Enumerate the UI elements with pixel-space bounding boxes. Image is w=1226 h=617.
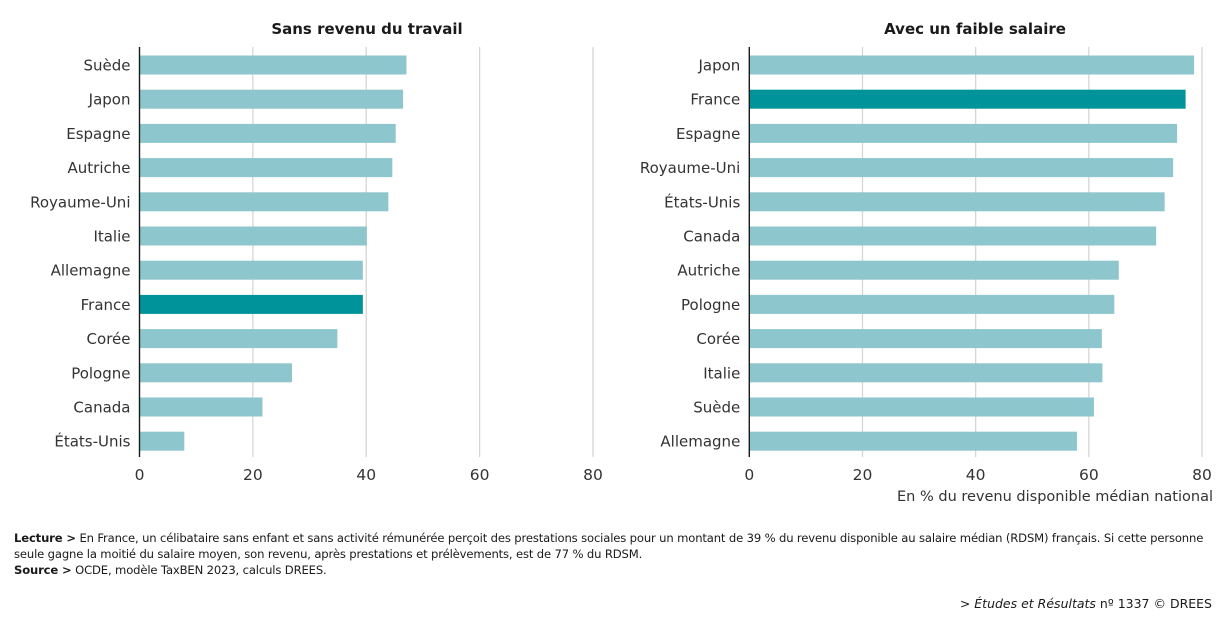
category-label: Suède xyxy=(693,399,740,417)
x-tick-label: 40 xyxy=(966,466,986,484)
x-tick-label: 40 xyxy=(356,466,376,484)
category-label: Royaume-Uni xyxy=(640,159,740,177)
x-tick-label: 60 xyxy=(1079,466,1099,484)
bar xyxy=(749,329,1102,349)
category-label: Pologne xyxy=(681,296,740,314)
category-label: France xyxy=(81,296,131,314)
x-tick-label: 80 xyxy=(583,466,603,484)
bar xyxy=(749,158,1174,178)
bar xyxy=(139,431,185,451)
bar xyxy=(749,431,1077,451)
category-label: Japon xyxy=(697,57,740,75)
category-label: Autriche xyxy=(68,159,131,177)
bar xyxy=(749,226,1157,246)
notes: Lecture > En France, un célibataire sans… xyxy=(14,530,1214,578)
category-label: Espagne xyxy=(676,125,740,143)
category-label: États-Unis xyxy=(664,192,740,211)
lecture-note: Lecture > En France, un célibataire sans… xyxy=(14,530,1214,562)
bar xyxy=(139,363,292,383)
category-label: France xyxy=(690,91,740,109)
bar-highlight xyxy=(139,294,363,314)
bar xyxy=(139,55,407,75)
lecture-label: Lecture > xyxy=(14,531,76,545)
chart-title: Sans revenu du travail xyxy=(271,20,462,38)
source-note: Source > OCDE, modèle TaxBEN 2023, calcu… xyxy=(14,562,1214,578)
bar xyxy=(139,192,389,212)
bar xyxy=(749,397,1094,417)
credit-publication: Études et Résultats xyxy=(974,596,1096,611)
bar xyxy=(139,329,338,349)
category-label: Allemagne xyxy=(51,262,131,280)
category-label: Corée xyxy=(696,330,740,348)
bar xyxy=(749,192,1165,212)
category-label: Canada xyxy=(73,399,130,417)
chart-sans-revenu: Sans revenu du travail 0 20 40 60 80 Suède Japo… xyxy=(30,20,603,484)
lecture-text: En France, un célibataire sans enfant et… xyxy=(14,531,1204,561)
chart-title: Avec un faible salaire xyxy=(884,20,1066,38)
category-label: Canada xyxy=(683,228,740,246)
bar xyxy=(749,55,1195,75)
source-label: Source > xyxy=(14,563,72,577)
bar xyxy=(139,158,393,178)
x-tick-label: 0 xyxy=(135,466,145,484)
x-tick-label: 20 xyxy=(243,466,263,484)
charts-svg: Sans revenu du travail 0 20 40 60 80 Suède Japo… xyxy=(30,20,1213,505)
category-label: Italie xyxy=(703,364,740,382)
category-label: États-Unis xyxy=(54,432,130,451)
bar xyxy=(139,123,396,143)
chart-faible-salaire: Avec un faible salaire 0 20 40 60 80 Japon Fran… xyxy=(640,20,1213,505)
bar xyxy=(139,226,367,246)
category-label: Pologne xyxy=(71,364,130,382)
bar-highlight xyxy=(749,89,1186,109)
bar xyxy=(749,123,1178,143)
category-label: Espagne xyxy=(66,125,130,143)
credit-suffix: nº 1337 © DREES xyxy=(1095,596,1212,611)
credit-prefix: > xyxy=(959,596,975,611)
source-text: OCDE, modèle TaxBEN 2023, calculs DREES. xyxy=(71,563,327,577)
category-label: Royaume-Uni xyxy=(30,193,130,211)
bar xyxy=(139,89,404,109)
bar xyxy=(749,260,1119,280)
bar xyxy=(749,363,1103,383)
bar xyxy=(139,397,263,417)
x-tick-label: 20 xyxy=(853,466,873,484)
category-label: Autriche xyxy=(677,262,740,280)
credit: > Études et Résultats nº 1337 © DREES xyxy=(960,596,1212,611)
category-label: Corée xyxy=(87,330,131,348)
x-axis-title: En % du revenu disponible médian nationa… xyxy=(897,489,1213,505)
x-tick-label: 80 xyxy=(1192,466,1212,484)
category-label: Allemagne xyxy=(660,433,740,451)
bar xyxy=(749,294,1115,314)
category-label: Japon xyxy=(88,91,131,109)
x-tick-label: 60 xyxy=(470,466,490,484)
category-label: Suède xyxy=(83,57,130,75)
category-label: Italie xyxy=(93,228,130,246)
x-tick-label: 0 xyxy=(744,466,754,484)
bar xyxy=(139,260,363,280)
